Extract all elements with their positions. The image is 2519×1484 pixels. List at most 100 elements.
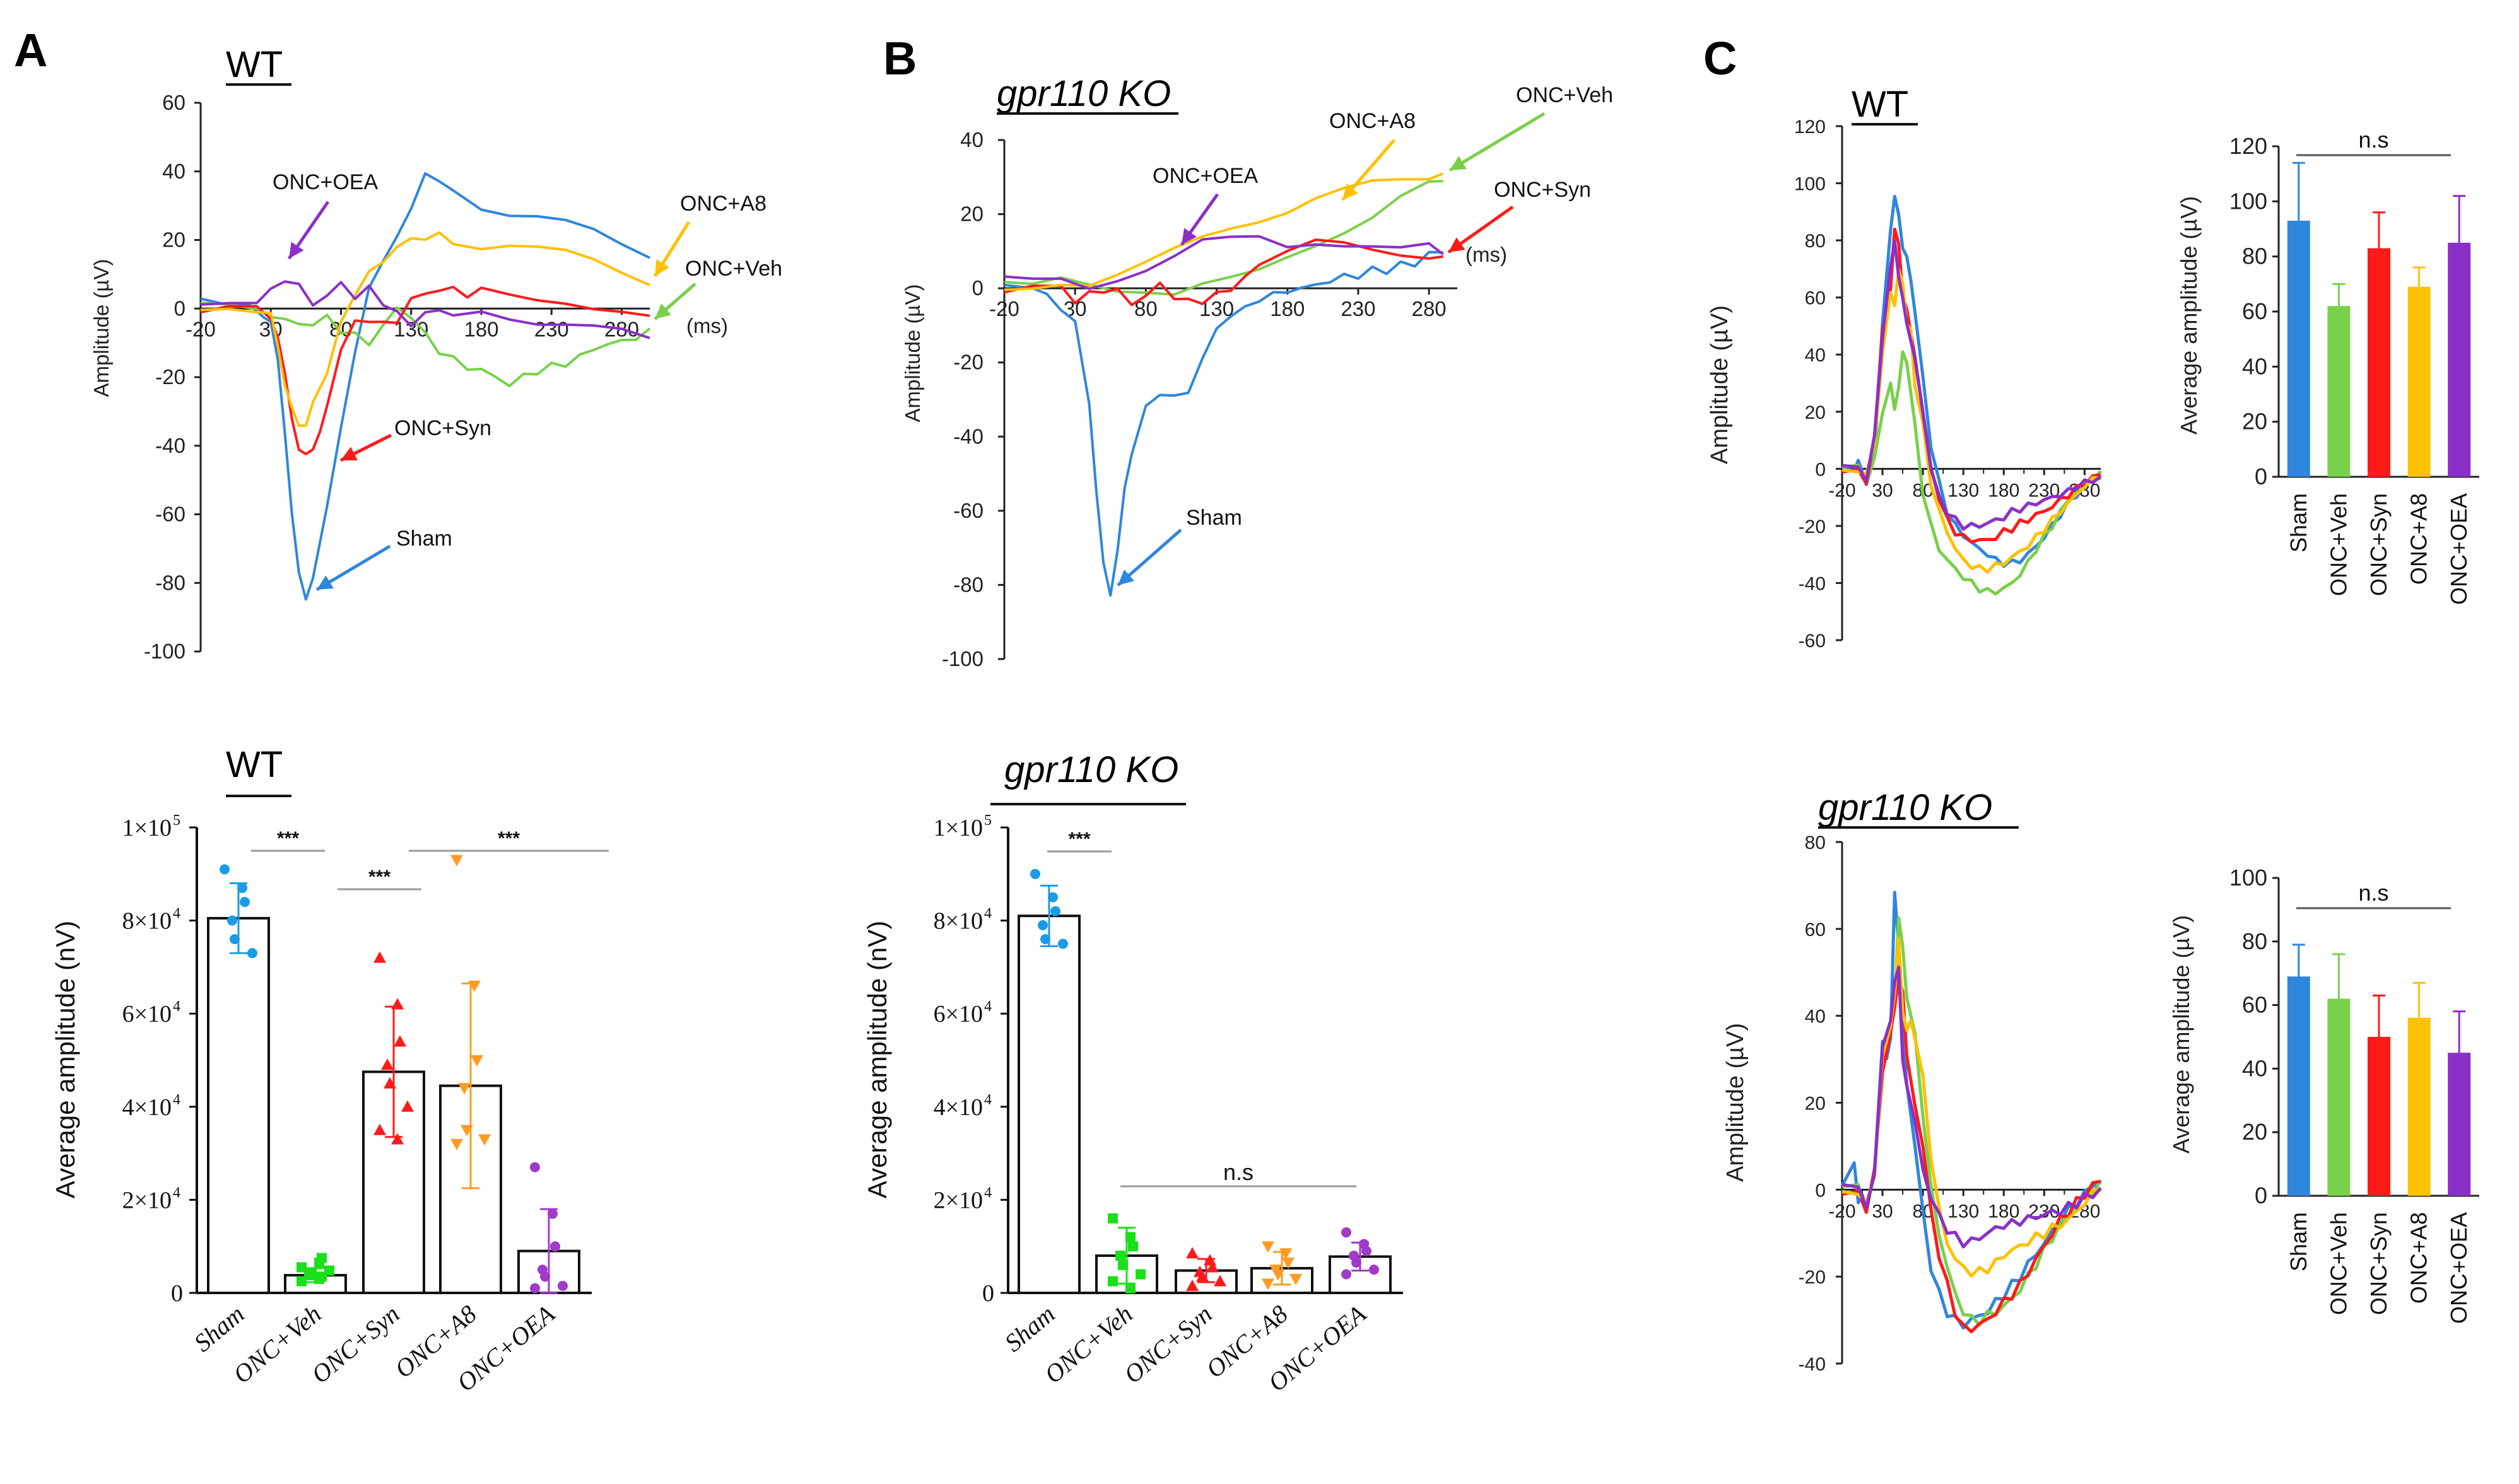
- category-label: ONC+Syn: [2366, 1212, 2392, 1315]
- data-point: [558, 1280, 568, 1291]
- bar: [2448, 1053, 2471, 1196]
- trace-line-syn: [1004, 238, 1443, 307]
- y-tick-label: 100: [2229, 865, 2267, 891]
- data-point: [471, 1055, 483, 1066]
- y-axis-label: Amplitude (µV): [1706, 305, 1733, 464]
- y-tick-label: 1×10: [934, 815, 983, 841]
- annotation-label: ONC+Veh: [1516, 83, 1613, 107]
- significance-label: ***: [368, 867, 390, 887]
- trace-line-oea: [1841, 966, 2102, 1249]
- annotation-arrowhead: [289, 242, 304, 259]
- data-point: [1136, 1269, 1146, 1280]
- data-point: [297, 1262, 307, 1273]
- trace-line-veh: [1841, 916, 2103, 1327]
- data-point: [307, 1268, 317, 1279]
- y-tick-label: 8×10: [934, 908, 983, 935]
- data-point: [1050, 906, 1060, 916]
- trace-line-veh: [1841, 350, 2102, 596]
- trace-line-a8: [1841, 267, 2101, 574]
- y-tick-label: 20: [1805, 1094, 1826, 1114]
- annotation-label: Sham: [1186, 506, 1242, 530]
- y-tick-exponent: 4: [984, 998, 992, 1015]
- x-unit-label: (ms): [1465, 243, 1507, 266]
- y-tick-label: 20: [2242, 1119, 2267, 1145]
- y-tick-exponent: 5: [984, 812, 992, 829]
- bar: [2327, 998, 2351, 1196]
- data-point: [1262, 1241, 1274, 1253]
- data-point: [458, 1083, 471, 1095]
- data-point: [381, 1058, 394, 1070]
- category-label: ONC+A8: [2406, 493, 2432, 585]
- category-label: ONC+OEA: [2446, 493, 2472, 605]
- data-point: [391, 998, 404, 1010]
- x-tick-label: 180: [1988, 1201, 2019, 1222]
- data-point: [1196, 1270, 1209, 1282]
- panel-c-ko-bar-chart: 0 20 40 60 80 100 Average amplitude (µV) Sham ON…: [2168, 865, 2479, 1324]
- data-point: [1289, 1273, 1302, 1285]
- data-point: [1341, 1227, 1351, 1238]
- category-label: ONC+Syn: [1119, 1299, 1218, 1389]
- x-tick-label: 230: [1341, 297, 1375, 320]
- trace-line-a8: [1004, 172, 1444, 291]
- y-tick-label: 40: [2242, 353, 2267, 379]
- y-tick-label: 40: [1805, 1007, 1826, 1027]
- panel-c-top-title: WT: [1852, 84, 1908, 125]
- trace-line-a8: [200, 231, 650, 428]
- significance-label: n.s: [1223, 1159, 1254, 1185]
- y-tick-label: -20: [1799, 517, 1826, 537]
- y-axis-label: Average amplitude (nV): [862, 921, 892, 1198]
- trace-line-oea: [1004, 235, 1444, 290]
- data-point: [373, 1123, 386, 1135]
- y-tick-label: -20: [1799, 1267, 1826, 1288]
- data-point: [1361, 1246, 1371, 1256]
- data-point: [468, 980, 481, 992]
- panel-label-c: C: [1703, 32, 1737, 85]
- y-axis-label: Average amplitude (µV): [2176, 196, 2202, 435]
- significance-label: ***: [498, 828, 520, 849]
- bar: [2287, 976, 2310, 1196]
- significance-label: ***: [1068, 829, 1090, 850]
- annotation-arrowhead: [1450, 156, 1467, 170]
- y-tick-exponent: 4: [984, 1092, 992, 1108]
- category-label: ONC+OEA: [2446, 1212, 2472, 1324]
- annotation-label: ONC+OEA: [1153, 164, 1259, 188]
- data-point: [391, 1133, 404, 1145]
- x-tick-label: 130: [1947, 480, 1979, 501]
- y-tick-label: 2×10: [934, 1187, 983, 1213]
- data-point: [324, 1265, 334, 1276]
- data-point: [1206, 1261, 1219, 1273]
- annotation-arrowhead: [1118, 570, 1134, 585]
- data-point: [384, 1077, 396, 1089]
- x-tick-label: 30: [1872, 1201, 1893, 1222]
- annotation-arrowhead: [655, 303, 671, 319]
- data-point: [1030, 868, 1040, 879]
- y-tick-label: 40: [960, 128, 984, 151]
- panel-b-bottom-title: gpr110 KO: [1004, 749, 1178, 790]
- y-tick-label: -40: [953, 424, 984, 448]
- y-tick-exponent: 4: [984, 906, 992, 922]
- y-tick-label: 20: [2242, 409, 2267, 435]
- y-tick-label: 6×10: [934, 1001, 983, 1027]
- panel-b-top-title: gpr110 KO: [997, 73, 1171, 114]
- y-tick-label: 0: [1815, 459, 1826, 480]
- data-point: [1125, 1283, 1136, 1294]
- x-unit-label: (ms): [686, 314, 728, 337]
- bar: [2368, 1037, 2390, 1196]
- y-tick-label: -40: [1799, 1354, 1826, 1375]
- data-point: [247, 948, 257, 959]
- bar: [2327, 306, 2351, 477]
- x-tick-label: -20: [989, 297, 1019, 320]
- trace-line-syn: [1841, 976, 2101, 1333]
- data-point: [237, 882, 247, 893]
- y-tick-label: 0: [174, 296, 185, 320]
- y-tick-label: -100: [144, 640, 185, 663]
- category-label: ONC+Syn: [306, 1299, 405, 1389]
- y-axis-label: Average amplitude (µV): [2168, 915, 2194, 1154]
- panel-c-bottom-title: gpr110 KO: [1818, 787, 1992, 828]
- data-point: [1125, 1232, 1136, 1242]
- y-tick-exponent: 4: [173, 1184, 180, 1201]
- data-point: [1341, 1269, 1351, 1280]
